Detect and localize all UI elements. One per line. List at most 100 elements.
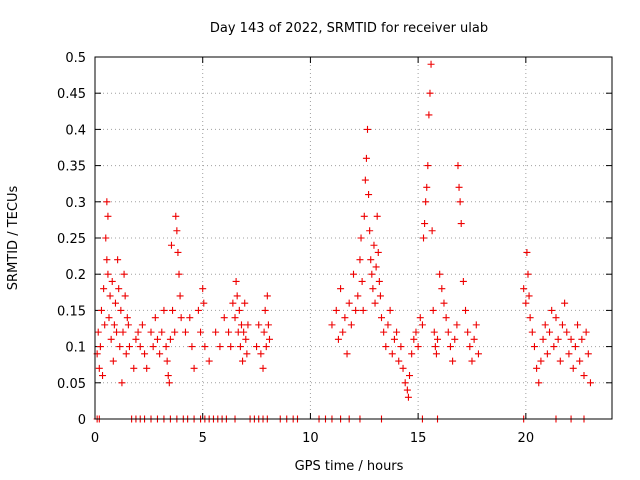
data-point [526,314,534,322]
data-point [580,372,588,380]
data-point [453,321,461,329]
data-point [177,314,185,322]
data-point [408,350,416,358]
data-point [393,328,401,336]
data-point [520,285,528,293]
data-point [472,321,480,329]
data-point [347,321,355,329]
data-point [240,328,248,336]
data-point [106,292,114,300]
data-point [364,125,372,133]
data-point [356,256,364,264]
data-point [574,321,582,329]
axis-ticks: 0 0.05 0.1 0.15 0.2 0.25 0.3 0.35 0.4 0.45 0.5 0 5 10… [57,51,612,446]
data-point [160,306,168,314]
data-point [261,306,269,314]
data-point [528,328,536,336]
data-point [136,343,144,351]
data-point [438,285,446,293]
data-point [420,234,428,242]
data-point [369,285,377,293]
data-point [569,364,577,372]
data-point [212,328,220,336]
data-point [176,292,184,300]
data-point [241,299,249,307]
x-tick-label: 0 [91,431,99,446]
data-point [466,343,474,351]
data-point [166,335,174,343]
data-point [576,357,584,365]
data-point [548,306,556,314]
data-point [253,343,261,351]
data-point [167,241,175,249]
data-point [158,328,166,336]
data-point [373,212,381,220]
data-point [124,321,132,329]
data-point [332,306,340,314]
data-point [103,256,111,264]
data-point [403,386,411,394]
data-point [541,321,549,329]
data-point [205,357,213,365]
data-point [424,162,432,170]
data-point [399,364,407,372]
y-tick-label: 0.15 [57,304,86,319]
data-point [175,270,183,278]
data-point [374,248,382,256]
data-point [582,328,590,336]
data-point [171,328,179,336]
data-point [262,343,270,351]
data-point [366,227,374,235]
data-point [147,328,155,336]
data-point [462,306,470,314]
data-point [265,335,273,343]
data-point [343,350,351,358]
data-point [372,263,380,271]
data-point [242,335,250,343]
data-point [95,364,103,372]
data-point [429,306,437,314]
data-point [186,314,194,322]
data-point [371,299,379,307]
y-tick-label: 0.2 [65,268,86,283]
data-point [188,343,196,351]
y-tick-label: 0.4 [65,123,86,138]
y-tick-label: 0.25 [57,232,86,247]
data-point [367,256,375,264]
data-point [216,343,224,351]
data-point [525,292,533,300]
data-point [141,350,149,358]
data-points [93,60,594,423]
data-point [378,314,386,322]
data-point [432,350,440,358]
data-point [535,379,543,387]
data-point [561,299,569,307]
data-point [102,234,110,242]
data-point [422,198,430,206]
data-point [337,285,345,293]
data-point [257,350,265,358]
data-point [199,285,207,293]
data-point [174,248,182,256]
data-point [156,350,164,358]
data-point [395,357,403,365]
data-point [406,372,414,380]
data-point [104,270,112,278]
data-point [414,343,422,351]
data-point [143,364,151,372]
data-point [328,321,336,329]
data-point [554,335,562,343]
data-point [533,364,541,372]
data-point [359,306,367,314]
data-point [108,277,116,285]
y-tick-label: 0.35 [57,160,86,175]
data-point [107,335,115,343]
data-point [260,328,268,336]
data-point [235,306,243,314]
data-point [382,343,390,351]
data-point [114,256,122,264]
data-point [164,372,172,380]
data-point [457,220,465,228]
data-point [123,314,131,322]
data-point [362,154,370,162]
